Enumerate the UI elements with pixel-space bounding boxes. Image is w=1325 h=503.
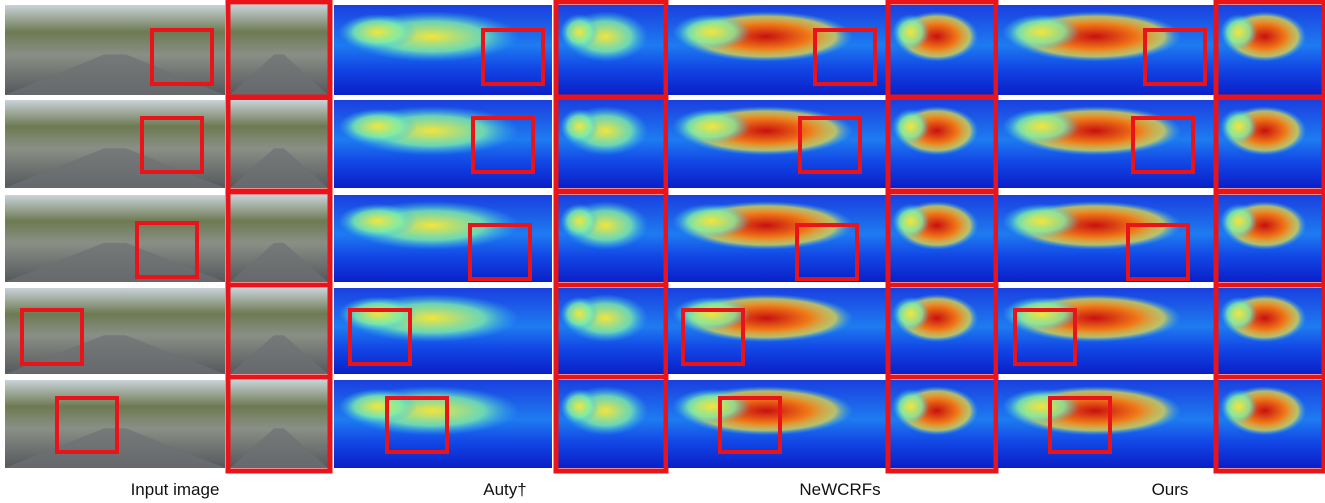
depth-blob [560, 14, 598, 50]
depth-blob [672, 109, 750, 144]
depth-blob [672, 14, 750, 50]
depth-blob [892, 109, 929, 144]
depth-blob [672, 389, 750, 424]
depth-blob [560, 204, 598, 239]
depth-blob [892, 389, 929, 424]
depth-blob [892, 204, 929, 239]
depth-blob [560, 297, 598, 331]
depth-blob [338, 204, 416, 239]
depth-blob [672, 204, 750, 239]
depth-blob [1220, 297, 1257, 331]
depth-blob [1002, 389, 1080, 424]
depth-blob [338, 389, 416, 424]
caption: NeWCRFs [799, 480, 880, 499]
depth-blob [1220, 109, 1257, 144]
depth-blob [1220, 14, 1257, 50]
depth-blob [560, 389, 598, 424]
depth-blob [1002, 204, 1080, 239]
caption: Input image [131, 480, 220, 499]
depth-blob [1220, 389, 1257, 424]
depth-blob [892, 14, 929, 50]
caption: Auty† [483, 480, 526, 499]
depth-blob [1002, 109, 1080, 144]
figure: Input image Auty† NeWCRFs Ours [0, 0, 1325, 503]
depth-blob [1220, 204, 1257, 239]
depth-blob [1002, 14, 1080, 50]
caption: Ours [1152, 480, 1189, 499]
page: Input image Auty† NeWCRFs Ours (() => { … [0, 0, 1325, 503]
depth-blob [892, 297, 929, 331]
depth-blob [338, 14, 416, 50]
depth-blob [338, 109, 416, 144]
depth-blob [560, 109, 598, 144]
